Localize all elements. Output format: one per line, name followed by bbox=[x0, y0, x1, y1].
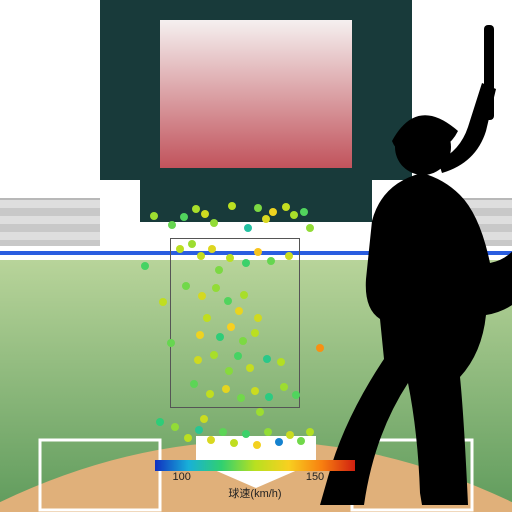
pitch-point bbox=[222, 385, 230, 393]
pitch-point bbox=[254, 248, 262, 256]
pitch-point bbox=[254, 314, 262, 322]
pitch-point bbox=[210, 351, 218, 359]
colorbar-tick: 150 bbox=[306, 471, 324, 483]
pitch-point bbox=[182, 282, 190, 290]
colorbar-ticks: 100 150 bbox=[155, 471, 355, 485]
pitch-point bbox=[242, 259, 250, 267]
pitch-point bbox=[207, 436, 215, 444]
pitch-point bbox=[256, 408, 264, 416]
pitch-point bbox=[192, 205, 200, 213]
pitch-point bbox=[242, 430, 250, 438]
pitch-point bbox=[234, 352, 242, 360]
pitch-point bbox=[215, 266, 223, 274]
pitch-point bbox=[244, 224, 252, 232]
pitch-point bbox=[219, 428, 227, 436]
pitch-point bbox=[227, 323, 235, 331]
pitch-point bbox=[262, 215, 270, 223]
pitch-point bbox=[228, 202, 236, 210]
pitch-point bbox=[240, 291, 248, 299]
pitch-location-chart: 100 150 球速(km/h) bbox=[0, 0, 512, 512]
colorbar-gradient bbox=[155, 460, 355, 471]
pitch-point bbox=[180, 213, 188, 221]
pitch-point bbox=[167, 339, 175, 347]
pitch-point bbox=[203, 314, 211, 322]
pitch-point bbox=[263, 355, 271, 363]
colorbar-label: 球速(km/h) bbox=[155, 485, 355, 501]
pitch-point bbox=[206, 390, 214, 398]
pitch-point bbox=[188, 240, 196, 248]
pitch-point bbox=[197, 252, 205, 260]
colorbar: 100 150 球速(km/h) bbox=[155, 460, 355, 504]
pitch-point bbox=[230, 439, 238, 447]
pitch-point bbox=[159, 298, 167, 306]
pitch-point bbox=[216, 333, 224, 341]
pitch-point bbox=[190, 380, 198, 388]
pitch-point bbox=[251, 387, 259, 395]
pitch-point bbox=[176, 245, 184, 253]
pitch-point bbox=[194, 356, 202, 364]
pitch-point bbox=[210, 219, 218, 227]
pitch-point bbox=[198, 292, 206, 300]
colorbar-tick: 100 bbox=[172, 471, 190, 483]
pitch-point bbox=[196, 331, 204, 339]
pitch-point bbox=[224, 297, 232, 305]
pitch-point bbox=[212, 284, 220, 292]
batter-silhouette-icon bbox=[272, 25, 512, 505]
pitch-point bbox=[235, 307, 243, 315]
pitch-point bbox=[156, 418, 164, 426]
pitch-point bbox=[184, 434, 192, 442]
pitch-point bbox=[253, 441, 261, 449]
pitch-point bbox=[264, 428, 272, 436]
pitch-point bbox=[208, 245, 216, 253]
pitch-point bbox=[201, 210, 209, 218]
pitch-point bbox=[171, 423, 179, 431]
pitch-point bbox=[150, 212, 158, 220]
pitch-point bbox=[141, 262, 149, 270]
pitch-point bbox=[246, 364, 254, 372]
stadium-stands-left bbox=[0, 198, 100, 246]
pitch-point bbox=[251, 329, 259, 337]
pitch-point bbox=[195, 426, 203, 434]
pitch-point bbox=[237, 394, 245, 402]
pitch-point bbox=[226, 254, 234, 262]
pitch-point bbox=[239, 337, 247, 345]
pitch-point bbox=[254, 204, 262, 212]
pitch-point bbox=[200, 415, 208, 423]
pitch-point bbox=[225, 367, 233, 375]
pitch-point bbox=[168, 221, 176, 229]
